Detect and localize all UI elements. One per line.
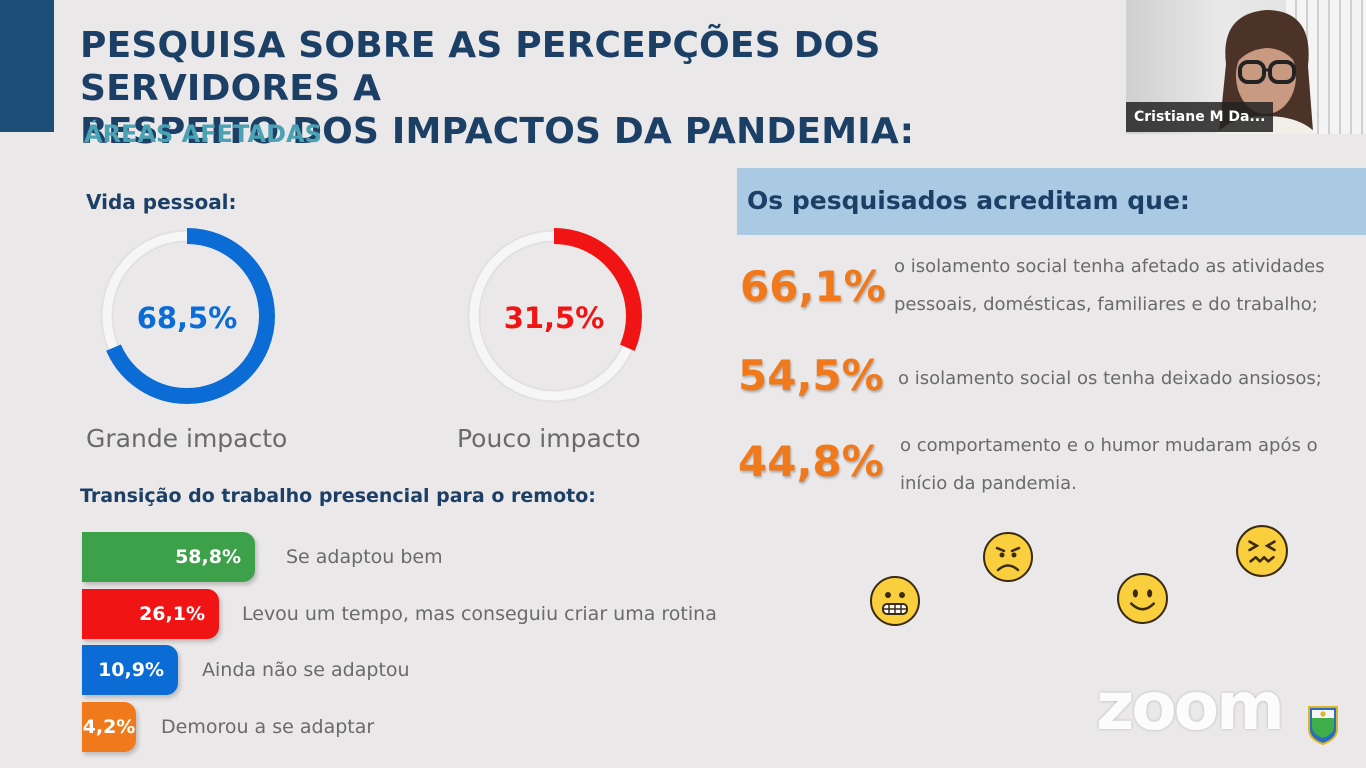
confounded-emoji-icon bbox=[1236, 525, 1288, 577]
participant-video-tile[interactable]: Cristiane M Da... bbox=[1126, 0, 1366, 134]
vida-pessoal-label: Vida pessoal: bbox=[86, 190, 237, 214]
stat-ansiosos-line-1: o isolamento social os tenha deixado ans… bbox=[898, 368, 1322, 389]
stat-ansiosos-text: o isolamento social os tenha deixado ans… bbox=[898, 360, 1328, 398]
stat-humor-pct: 44,8% bbox=[738, 437, 884, 486]
pouco-impacto-donut-chart: 31,5% bbox=[466, 228, 642, 404]
bar-demorou-a-se-adaptar: 4,2% bbox=[82, 702, 136, 752]
crencas-header-text: Os pesquisados acreditam que: bbox=[747, 186, 1190, 215]
participant-name-label: Cristiane M Da... bbox=[1126, 102, 1274, 132]
pouco-impacto-arc bbox=[466, 228, 642, 404]
title-accent-bar bbox=[0, 0, 54, 132]
pouco-impacto-donut: 31,5% bbox=[463, 225, 645, 412]
state-crest-icon bbox=[1308, 706, 1338, 745]
transicao-label: Transição do trabalho presencial para o … bbox=[80, 485, 596, 507]
stat-isolamento-atividades-line-2: pessoais, domésticas, familiares e do tr… bbox=[894, 294, 1318, 315]
slide-subtitle: ÁREAS AFETADAS bbox=[84, 120, 322, 148]
grande-impacto-donut: 68,5% bbox=[96, 225, 278, 412]
slide-title-line-1: PESQUISA SOBRE AS PERCEPÇÕES DOS SERVIDO… bbox=[80, 25, 881, 109]
stat-humor-text: o comportamento e o humor mudaram após o… bbox=[900, 427, 1340, 503]
stat-isolamento-atividades-pct: 66,1% bbox=[740, 262, 886, 311]
pouco-impacto-caption: Pouco impacto bbox=[457, 424, 641, 453]
bar-label-demorou-a-se-adaptar: Demorou a se adaptar bbox=[161, 716, 375, 738]
stat-humor-line-1: o comportamento e o humor mudaram após o bbox=[900, 435, 1318, 456]
grimace-emoji-icon bbox=[870, 576, 920, 626]
smile-emoji-icon bbox=[1117, 573, 1168, 624]
stat-ansiosos-pct: 54,5% bbox=[738, 351, 884, 400]
grande-impacto-caption: Grande impacto bbox=[86, 424, 288, 453]
bar-levou-um-tempo: 26,1% bbox=[82, 589, 219, 639]
bar-label-ainda-nao-se-adaptou: Ainda não se adaptou bbox=[202, 659, 410, 681]
stat-humor-line-2: início da pandemia. bbox=[900, 473, 1077, 494]
sad-emoji-icon bbox=[983, 532, 1033, 582]
stat-isolamento-atividades-line-1: o isolamento social tenha afetado as ati… bbox=[894, 256, 1325, 277]
grande-impacto-value: 68,5% bbox=[137, 301, 238, 335]
crencas-header: Os pesquisados acreditam que: bbox=[737, 168, 1366, 235]
zoom-watermark-logo: zoom bbox=[1096, 668, 1285, 745]
bar-label-se-adaptou-bem: Se adaptou bem bbox=[286, 546, 443, 568]
bar-se-adaptou-bem: 58,8% bbox=[82, 532, 255, 582]
grande-impacto-arc bbox=[99, 228, 275, 404]
bar-ainda-nao-se-adaptou: 10,9% bbox=[82, 645, 178, 695]
stat-isolamento-atividades-text: o isolamento social tenha afetado as ati… bbox=[894, 248, 1340, 324]
pouco-impacto-value: 31,5% bbox=[504, 301, 605, 335]
slide-title-line-2: RESPEITO DOS IMPACTOS DA PANDEMIA: bbox=[80, 111, 915, 152]
slide-title: PESQUISA SOBRE AS PERCEPÇÕES DOS SERVIDO… bbox=[80, 24, 1120, 153]
grande-impacto-donut-chart: 68,5% bbox=[99, 228, 275, 404]
bar-label-levou-um-tempo: Levou um tempo, mas conseguiu criar uma … bbox=[242, 603, 717, 625]
